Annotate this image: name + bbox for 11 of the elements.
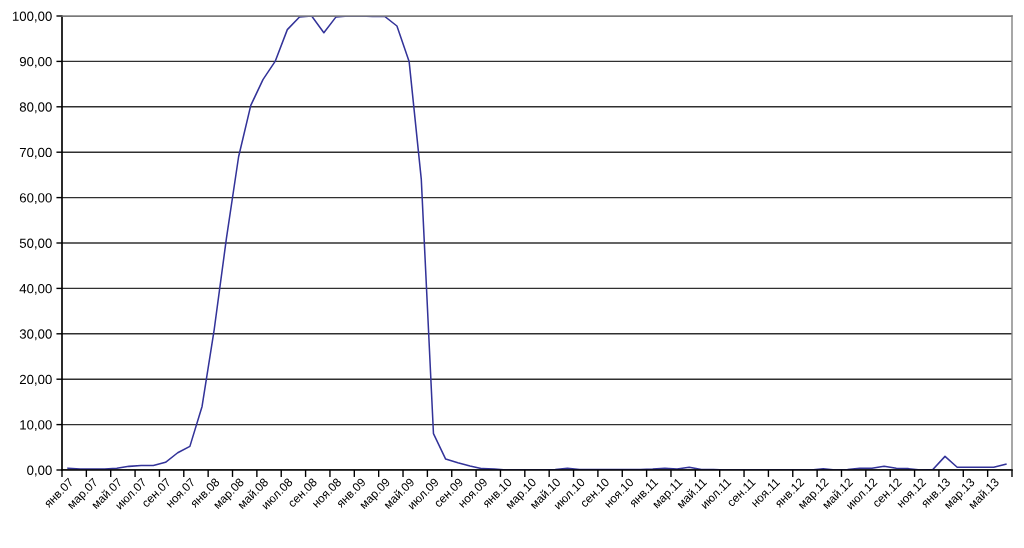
y-tick-label: 40,00	[19, 283, 52, 295]
y-tick-label: 10,00	[20, 420, 52, 432]
y-tick-label: 60,00	[19, 193, 52, 205]
y-tick-label: 50,00	[19, 238, 52, 250]
y-tick-label: 30,00	[19, 329, 52, 341]
y-tick-label: 20,00	[19, 374, 52, 386]
y-tick-label: 80,00	[19, 102, 52, 114]
y-tick-label: 100,00	[12, 11, 52, 23]
y-tick-label: 70,00	[19, 147, 52, 159]
y-tick-label: 0,00	[27, 465, 52, 477]
y-tick-label: 90,00	[19, 56, 52, 68]
